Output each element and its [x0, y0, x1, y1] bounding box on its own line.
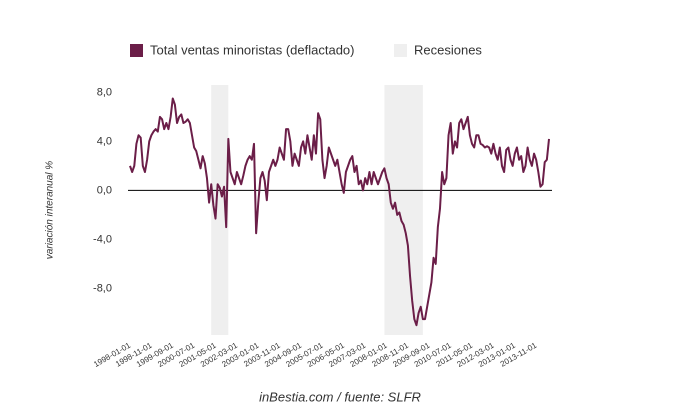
series-line	[129, 97, 550, 327]
legend-swatch-series	[130, 44, 143, 57]
y-axis-label: variación interanual %	[45, 161, 56, 259]
y-tick-label: 8,0	[97, 86, 112, 98]
source: inBestia.com / fuente: SLFR	[259, 389, 421, 404]
recessions	[211, 85, 423, 335]
y-tick-label: -4,0	[93, 233, 112, 245]
legend-label: Total ventas minoristas (deflactado)	[150, 42, 354, 57]
y-tick-label: 4,0	[97, 135, 112, 147]
y-tick-label: 0,0	[97, 184, 112, 196]
y-tick-label: -8,0	[93, 282, 112, 294]
recession-band	[211, 85, 229, 335]
legend-label: Recesiones	[414, 42, 482, 57]
recession-band	[384, 85, 423, 335]
legend-swatch-recession	[394, 44, 407, 57]
